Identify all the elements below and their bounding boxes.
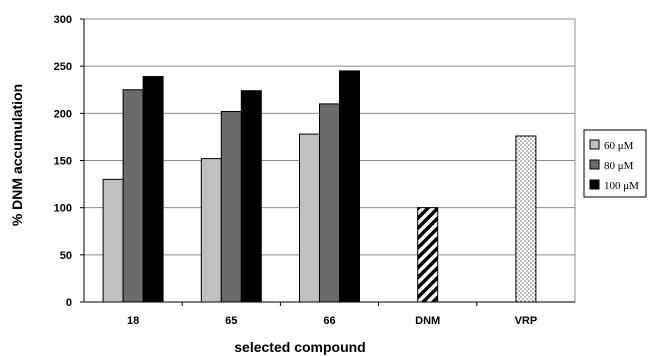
- y-tick-label: 300: [54, 14, 72, 26]
- bar-control-DNM: [417, 207, 439, 303]
- bars: [102, 70, 537, 303]
- x-tick-label: VRP: [515, 315, 538, 327]
- legend-swatch: [589, 159, 600, 170]
- y-tick-label: 200: [54, 108, 72, 120]
- bar-80uM-65: [220, 110, 242, 303]
- y-tick-label: 250: [54, 61, 72, 73]
- bar-60uM-18: [102, 178, 124, 303]
- legend-label: 80 μM: [604, 160, 634, 172]
- bar-80uM-66: [319, 103, 340, 303]
- x-tick-label: 66: [323, 315, 335, 327]
- bar-80uM-18: [122, 89, 144, 303]
- bar-60uM-65: [200, 158, 222, 303]
- legend: 60 μM 80 μM 100 μM: [583, 129, 647, 198]
- y-axis-title: % DNM accumulation: [9, 84, 25, 226]
- y-tick-label: 150: [54, 156, 72, 168]
- bar-100uM-66: [339, 70, 360, 303]
- x-tick-label: 65: [225, 315, 237, 327]
- tick-labels: 0 50 100 150 200 250 300 18 65 66 DNM VRP: [54, 14, 538, 327]
- y-tick-label: 50: [60, 250, 72, 262]
- bar-control-VRP: [515, 135, 537, 303]
- legend-swatch: [589, 139, 600, 150]
- bar-60uM-66: [299, 133, 320, 303]
- legend-label: 60 μM: [604, 140, 634, 152]
- bar-100uM-65: [240, 90, 262, 303]
- legend-label: 100 μM: [604, 180, 639, 192]
- legend-swatch: [589, 179, 600, 190]
- x-tick-label: DNM: [415, 315, 440, 327]
- x-tick-label: 18: [127, 315, 139, 327]
- x-axis-title: selected compound: [234, 339, 365, 355]
- bar-100uM-18: [142, 76, 164, 303]
- y-tick-label: 100: [54, 203, 72, 215]
- y-tick-label: 0: [66, 297, 72, 309]
